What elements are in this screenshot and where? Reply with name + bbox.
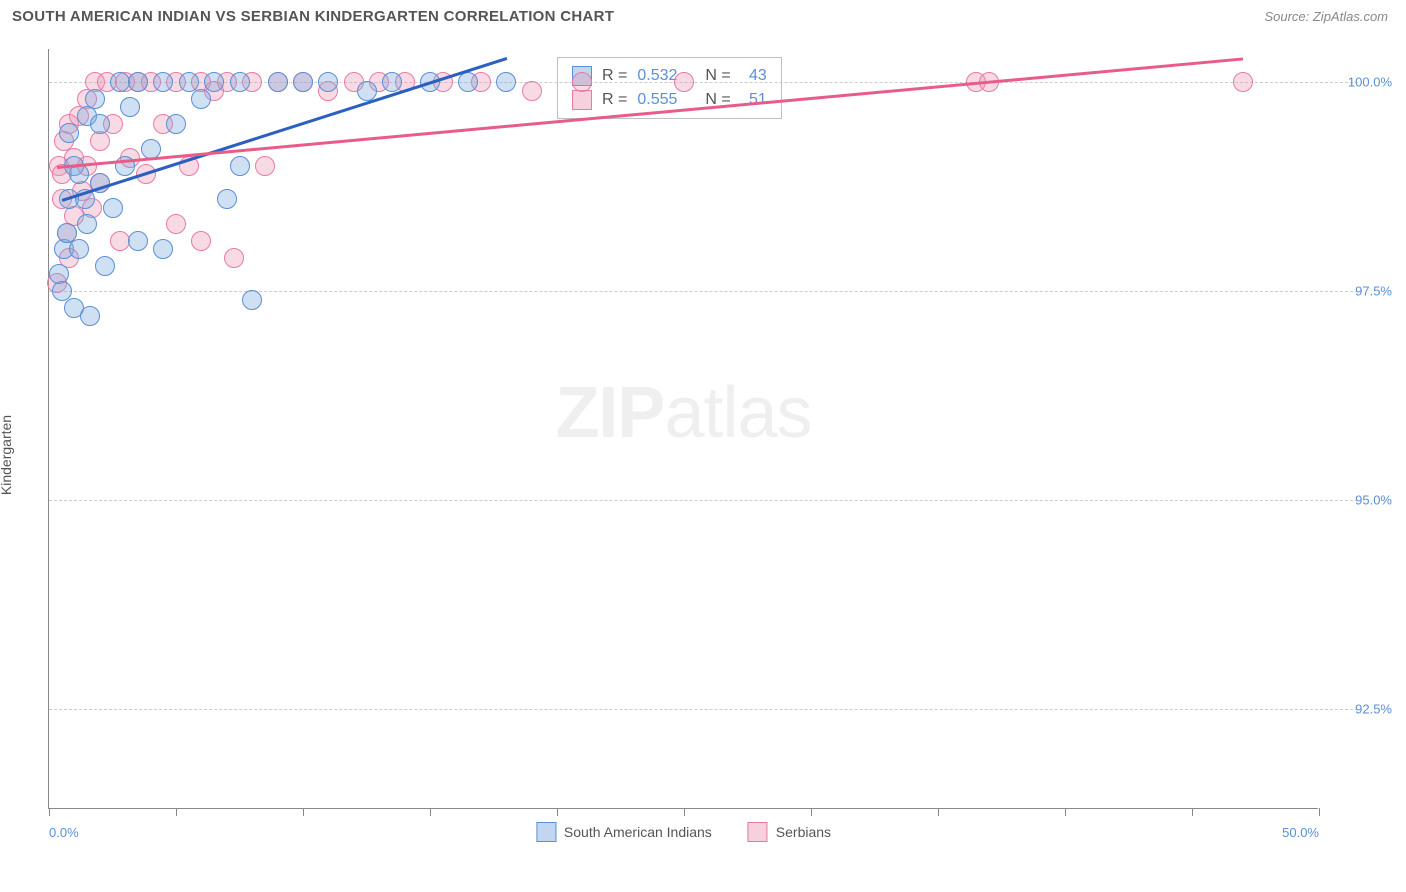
plot-area: ZIPatlas R =0.532N =43R =0.555N =51 Sout… xyxy=(48,49,1318,809)
x-tick xyxy=(303,808,304,816)
source-attribution: Source: ZipAtlas.com xyxy=(1264,9,1388,24)
data-point-a xyxy=(242,290,262,310)
chart-title: SOUTH AMERICAN INDIAN VS SERBIAN KINDERG… xyxy=(12,8,614,25)
data-point-a xyxy=(69,239,89,259)
x-tick xyxy=(811,808,812,816)
data-point-b xyxy=(255,156,275,176)
data-point-a xyxy=(103,198,123,218)
y-axis-label: Kindergarten xyxy=(0,415,14,495)
data-point-a xyxy=(128,231,148,251)
data-point-a xyxy=(153,72,173,92)
data-point-a xyxy=(80,306,100,326)
x-tick xyxy=(1065,808,1066,816)
data-point-a xyxy=(458,72,478,92)
data-point-a xyxy=(230,72,250,92)
data-point-a xyxy=(318,72,338,92)
data-point-a xyxy=(230,156,250,176)
stats-row-b: R =0.555N =51 xyxy=(572,88,767,112)
data-point-b xyxy=(674,72,694,92)
x-tick xyxy=(1192,808,1193,816)
swatch-icon xyxy=(572,90,592,110)
x-tick xyxy=(430,808,431,816)
x-tick xyxy=(938,808,939,816)
data-point-b xyxy=(224,248,244,268)
data-point-a xyxy=(120,97,140,117)
x-tick xyxy=(176,808,177,816)
data-point-a xyxy=(77,214,97,234)
x-tick xyxy=(557,808,558,816)
data-point-a xyxy=(268,72,288,92)
data-point-b xyxy=(522,81,542,101)
data-point-b xyxy=(166,214,186,234)
data-point-a xyxy=(496,72,516,92)
gridline-h xyxy=(49,500,1358,501)
swatch-icon xyxy=(748,822,768,842)
header: SOUTH AMERICAN INDIAN VS SERBIAN KINDERG… xyxy=(0,0,1406,37)
data-point-a xyxy=(128,72,148,92)
gridline-h xyxy=(49,709,1358,710)
x-tick-label: 0.0% xyxy=(49,825,79,840)
data-point-a xyxy=(217,189,237,209)
y-tick-label: 97.5% xyxy=(1355,284,1392,299)
legend-label: Serbians xyxy=(776,824,831,840)
data-point-a xyxy=(191,89,211,109)
stats-row-a: R =0.532N =43 xyxy=(572,64,767,88)
series-legend: South American Indians Serbians xyxy=(536,822,831,842)
data-point-a xyxy=(166,114,186,134)
swatch-icon xyxy=(536,822,556,842)
data-point-b xyxy=(1233,72,1253,92)
data-point-a xyxy=(90,114,110,134)
data-point-a xyxy=(204,72,224,92)
data-point-a xyxy=(382,72,402,92)
data-point-b xyxy=(572,72,592,92)
x-tick-label: 50.0% xyxy=(1282,825,1319,840)
y-tick-label: 95.0% xyxy=(1355,492,1392,507)
x-tick xyxy=(1319,808,1320,816)
data-point-a xyxy=(59,123,79,143)
r-label: R = xyxy=(602,91,627,109)
x-tick xyxy=(684,808,685,816)
y-tick-label: 100.0% xyxy=(1348,75,1392,90)
x-tick xyxy=(49,808,50,816)
data-point-b xyxy=(191,231,211,251)
data-point-a xyxy=(293,72,313,92)
r-value: 0.555 xyxy=(637,91,677,109)
data-point-a xyxy=(85,89,105,109)
legend-item-b: Serbians xyxy=(748,822,831,842)
y-tick-label: 92.5% xyxy=(1355,701,1392,716)
chart-container: Kindergarten ZIPatlas R =0.532N =43 R = 0.… xyxy=(0,37,1406,857)
data-point-a xyxy=(153,239,173,259)
data-point-a xyxy=(69,164,89,184)
data-point-a xyxy=(357,81,377,101)
legend-item-a: South American Indians xyxy=(536,822,712,842)
legend-label: South American Indians xyxy=(564,824,712,840)
watermark: ZIPatlas xyxy=(555,372,811,454)
data-point-a xyxy=(95,256,115,276)
